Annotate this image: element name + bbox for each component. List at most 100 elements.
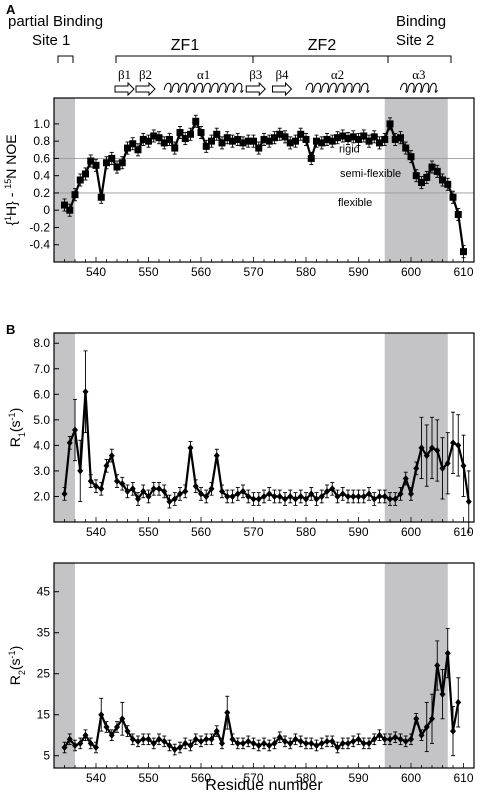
binding-site-shade <box>54 98 75 262</box>
data-point <box>224 709 231 717</box>
data-point <box>392 733 399 741</box>
x-tick-label: 570 <box>243 525 263 539</box>
x-tick-label: 600 <box>401 771 421 785</box>
y-tick-label: 8.0 <box>33 336 50 350</box>
data-point <box>77 739 84 747</box>
data-point <box>392 495 399 503</box>
data-point <box>202 142 210 150</box>
data-point <box>155 134 163 142</box>
data-point <box>234 739 241 747</box>
data-point <box>360 739 367 747</box>
x-tick-label: 600 <box>401 525 421 539</box>
data-point <box>192 735 199 743</box>
data-point <box>439 690 446 698</box>
data-point <box>429 444 435 452</box>
data-point <box>303 495 309 503</box>
site2-label: Binding Site 2 <box>396 13 446 49</box>
data-point <box>156 735 162 743</box>
y-tick-label: -0.4 <box>29 238 50 252</box>
data-point <box>219 487 225 495</box>
data-point <box>140 487 147 495</box>
data-point <box>145 492 152 500</box>
data-point <box>402 475 409 483</box>
data-point <box>161 487 168 495</box>
data-point <box>450 439 456 447</box>
data-point <box>72 426 78 434</box>
data-point <box>308 739 315 747</box>
y-tick-label: 45 <box>37 585 51 599</box>
data-point <box>313 741 320 749</box>
data-point <box>135 737 141 745</box>
r2-chart: 5 15 25 35 45 540 550 560 570 580 590 600 610 R2(s-1)… <box>7 562 475 793</box>
data-point <box>376 731 383 739</box>
strand-label: β4 <box>275 67 289 82</box>
site2-bracket <box>387 55 452 63</box>
data-point <box>244 137 252 145</box>
strand-label: β3 <box>249 67 262 82</box>
y-tick-label: 2.0 <box>33 489 50 503</box>
data-point <box>161 737 168 745</box>
data-point <box>444 180 452 188</box>
data-point <box>386 120 394 128</box>
x-tick-label: 560 <box>191 265 211 279</box>
data-point <box>150 132 158 140</box>
data-point <box>381 492 388 500</box>
data-point <box>82 731 89 739</box>
data-point <box>87 157 95 165</box>
data-point <box>418 444 425 452</box>
strand-label: β1 <box>118 67 131 82</box>
x-tick-label: 610 <box>453 525 473 539</box>
data-point <box>339 132 347 140</box>
helix-coil-icon <box>305 82 370 93</box>
data-point <box>282 495 288 503</box>
data-point <box>303 739 309 747</box>
series-line <box>63 652 460 751</box>
data-point <box>276 492 283 500</box>
data-point <box>145 137 152 145</box>
data-point <box>134 146 142 154</box>
data-point <box>224 492 231 500</box>
data-point <box>218 139 226 147</box>
data-point <box>76 176 84 184</box>
helix-label: α2 <box>331 67 344 82</box>
data-point <box>260 135 268 143</box>
data-point <box>265 137 273 145</box>
x-tick-label: 610 <box>453 265 473 279</box>
data-point <box>439 176 446 184</box>
data-point <box>292 495 299 503</box>
x-tick-label: 550 <box>138 771 158 785</box>
data-point <box>455 698 462 706</box>
x-tick-label: 540 <box>86 525 106 539</box>
data-point <box>97 193 105 201</box>
data-point <box>355 735 362 743</box>
strand-arrow-icon <box>135 81 156 97</box>
data-point <box>397 735 404 743</box>
data-point <box>439 464 446 472</box>
x-tick-label: 540 <box>86 265 106 279</box>
y-tick-label: 0.4 <box>33 169 50 183</box>
data-point <box>129 485 136 493</box>
data-point <box>292 137 299 145</box>
data-point <box>449 193 457 201</box>
data-point <box>229 735 236 743</box>
data-point <box>250 137 257 145</box>
data-point <box>119 715 126 723</box>
binding-site-shade <box>54 563 75 768</box>
data-point <box>108 731 115 739</box>
data-point <box>192 482 199 490</box>
x-tick-label: 560 <box>191 525 211 539</box>
data-point <box>266 741 273 749</box>
data-point <box>240 487 246 495</box>
data-point <box>423 723 430 731</box>
data-point <box>418 179 425 187</box>
x-tick-label: 590 <box>348 771 368 785</box>
data-point <box>261 492 267 500</box>
y-axis-label: {1H} - 15N NOE <box>3 134 19 225</box>
y-tick-label: 1.0 <box>33 117 50 131</box>
data-point <box>213 727 220 735</box>
x-tick-label: 590 <box>348 265 368 279</box>
data-point <box>334 134 341 142</box>
helix-label: α1 <box>197 67 210 82</box>
binding-site-shade <box>54 333 75 522</box>
